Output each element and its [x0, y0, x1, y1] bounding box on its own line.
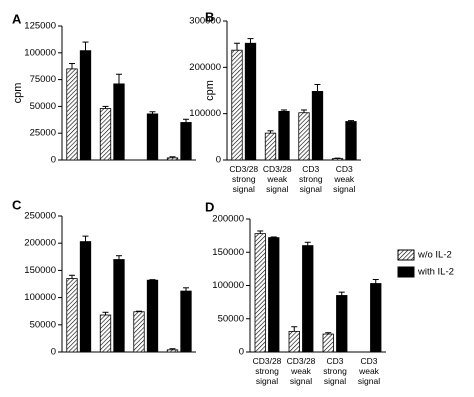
x-tick-label: CD3/28 strong signal	[253, 356, 282, 386]
error-bar	[183, 287, 189, 292]
y-tick-label: 200000	[212, 214, 244, 225]
y-tick-label: 150000	[24, 265, 56, 276]
error-bar	[82, 235, 89, 242]
y-tick-label: 0	[51, 347, 56, 358]
error-bar	[348, 120, 354, 122]
y-tick-label: 200000	[24, 238, 56, 249]
bar	[180, 122, 192, 161]
error-bar	[234, 42, 240, 51]
y-tick-label: 125000	[24, 21, 56, 32]
y-tick-label: 50000	[218, 313, 244, 324]
panel-label: D	[205, 199, 214, 214]
panel-label: A	[12, 11, 22, 26]
bar	[146, 279, 159, 353]
x-tick-label: CD3 strong signal	[323, 356, 347, 386]
bar	[231, 49, 243, 161]
error-bar	[267, 130, 274, 134]
error-bar	[270, 236, 277, 238]
error-bar	[372, 279, 379, 284]
bar	[113, 83, 125, 161]
legend-label: with IL-2	[417, 267, 454, 278]
bar	[311, 91, 324, 161]
y-axis-label: cpm	[12, 83, 24, 104]
error-bar	[169, 348, 176, 350]
x-tick-label: CD3/28 strong signal	[229, 164, 258, 194]
y-tick-label: 0	[51, 155, 56, 166]
error-bar	[325, 332, 332, 335]
bar	[166, 349, 179, 353]
x-tick-label: CD3 weak signal	[333, 164, 355, 194]
bar	[146, 113, 159, 161]
panel-label: C	[12, 197, 22, 212]
y-tick-label: 50000	[30, 319, 56, 330]
bar	[278, 110, 290, 161]
bar	[370, 283, 382, 353]
x-tick-label: CD3 weak signal	[358, 356, 380, 386]
y-tick-label: 100000	[24, 292, 56, 303]
y-tick-label: 100000	[212, 280, 244, 291]
y-tick-label: 75000	[30, 74, 56, 85]
bar	[113, 259, 125, 353]
x-tick-label: CD3/28 weak signal	[287, 356, 316, 386]
y-tick-label: 0	[239, 347, 244, 358]
error-bar	[82, 41, 89, 51]
y-tick-label: 300000	[189, 16, 221, 27]
error-bar	[69, 63, 75, 69]
bar	[99, 314, 112, 353]
bar	[66, 278, 78, 353]
error-bar	[291, 326, 298, 332]
error-bar	[149, 279, 156, 281]
bar	[302, 245, 314, 353]
bar	[298, 112, 310, 161]
y-axis-label: cpm	[204, 80, 216, 101]
legend-swatch	[397, 249, 415, 261]
x-tick-label: CD3 strong signal	[299, 164, 323, 194]
bar	[66, 68, 78, 161]
bar	[264, 132, 277, 161]
error-bar	[183, 118, 189, 123]
y-tick-label: 150000	[212, 247, 244, 258]
bar	[322, 333, 334, 353]
bar	[331, 158, 344, 161]
bar	[268, 237, 280, 353]
legend-swatch	[397, 266, 415, 278]
bar	[254, 233, 266, 353]
error-bar	[247, 38, 254, 44]
bar	[244, 42, 257, 161]
bar	[166, 157, 179, 161]
panel-label: B	[205, 9, 214, 24]
error-bar	[304, 241, 311, 246]
bar	[345, 121, 357, 161]
y-tick-label: 250000	[24, 211, 56, 222]
error-bar	[69, 274, 75, 279]
x-tick-label: CD3/28 weak signal	[263, 164, 292, 194]
error-bar	[257, 230, 264, 234]
y-tick-label: 100000	[24, 47, 56, 58]
error-bar	[149, 111, 156, 114]
error-bar	[116, 255, 122, 260]
bar	[288, 330, 300, 353]
y-tick-label: 100000	[189, 108, 221, 119]
error-bar	[338, 291, 345, 296]
error-bar	[102, 105, 109, 109]
legend-label: w/o IL-2	[417, 250, 452, 261]
error-bar	[116, 73, 122, 84]
bar	[79, 50, 92, 161]
bar	[336, 295, 348, 353]
bar	[99, 108, 112, 161]
error-bar	[169, 156, 176, 158]
y-tick-label: 0	[216, 155, 221, 166]
error-bar	[281, 109, 287, 112]
bar	[133, 311, 145, 353]
y-tick-label: 200000	[189, 62, 221, 73]
y-tick-label: 50000	[30, 101, 56, 112]
bar	[180, 290, 192, 353]
error-bar	[314, 83, 321, 92]
error-bar	[136, 310, 142, 312]
y-tick-label: 25000	[30, 128, 56, 139]
bar	[79, 241, 92, 353]
error-bar	[301, 109, 307, 113]
error-bar	[102, 311, 109, 316]
